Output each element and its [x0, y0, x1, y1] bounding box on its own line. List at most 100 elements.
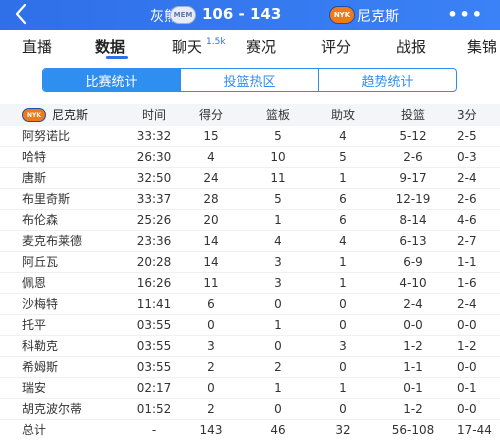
tab-game-status[interactable]: 赛况 [246, 38, 277, 56]
table-row[interactable]: 胡克波尔蒂 01:52 2 0 0 1-2 0-0 [0, 399, 500, 420]
tab-ratings[interactable]: 评分 [321, 38, 352, 56]
home-team-logo: MEM [170, 6, 196, 24]
active-tab-indicator [106, 56, 128, 59]
player-three-pointers: 0-0 [457, 360, 477, 374]
table-row[interactable]: 瑞安 02:17 0 1 1 0-1 0-1 [0, 378, 500, 399]
player-points: 4 [207, 150, 215, 164]
table-row[interactable]: 沙梅特 11:41 6 0 0 2-4 2-4 [0, 294, 500, 315]
player-time: 26:30 [136, 150, 172, 164]
table-header-row: NYK 尼克斯 时间 得分 篮板 助攻 投篮 3分 [0, 104, 500, 126]
table-row[interactable]: 唐斯 32:50 24 11 1 9-17 2-4 [0, 168, 500, 189]
table-row[interactable]: 托平 03:55 0 1 0 0-0 0-0 [0, 315, 500, 336]
player-assists: 3 [339, 339, 347, 353]
table-row[interactable]: 阿努诺比 33:32 15 5 4 5-12 2-5 [0, 126, 500, 147]
total-rebounds: 46 [270, 423, 286, 437]
player-assists: 0 [339, 360, 347, 374]
column-header-points[interactable]: 得分 [198, 108, 223, 122]
player-time: 03:55 [136, 360, 172, 374]
player-time: 02:17 [136, 381, 172, 395]
player-rebounds: 2 [274, 360, 282, 374]
player-time: 11:41 [136, 297, 172, 311]
player-points: 15 [203, 129, 219, 143]
table-row[interactable]: 布伦森 25:26 20 1 6 8-14 4-6 [0, 210, 500, 231]
player-rebounds: 3 [274, 255, 282, 269]
segment-game-stats[interactable]: 比赛统计 [43, 69, 180, 91]
player-assists: 4 [339, 234, 347, 248]
player-assists: 5 [339, 150, 347, 164]
player-field-goals: 2-6 [403, 150, 423, 164]
player-time: 20:28 [136, 255, 172, 269]
player-name: 麦克布莱德 [22, 234, 83, 248]
team-name: 尼克斯 [52, 108, 89, 122]
table-row[interactable]: 希姆斯 03:55 2 2 0 1-1 0-0 [0, 357, 500, 378]
player-three-pointers: 0-1 [457, 381, 477, 395]
player-name: 布里奇斯 [22, 192, 71, 206]
table-total-row: 总计 - 143 46 32 56-108 17-44 [0, 420, 500, 440]
table-row[interactable]: 哈特 26:30 4 10 5 2-6 0-3 [0, 147, 500, 168]
table-row[interactable]: 阿丘瓦 20:28 14 3 1 6-9 1-1 [0, 252, 500, 273]
total-points: 143 [199, 423, 223, 437]
player-points: 2 [207, 360, 215, 374]
player-rebounds: 5 [274, 192, 282, 206]
table-row[interactable]: 布里奇斯 33:37 28 5 6 12-19 2-6 [0, 189, 500, 210]
tab-highlights[interactable]: 集锦 [467, 38, 498, 56]
table-row[interactable]: 佩恩 16:26 11 3 1 4-10 1-6 [0, 273, 500, 294]
player-time: 01:52 [136, 402, 172, 416]
chat-count-badge: 1.5k [206, 37, 226, 47]
total-time: - [151, 423, 157, 437]
player-three-pointers: 2-4 [457, 171, 477, 185]
tab-stats[interactable]: 数据 [95, 38, 126, 56]
player-assists: 1 [339, 381, 347, 395]
table-row[interactable]: 麦克布莱德 23:36 14 4 4 6-13 2-7 [0, 231, 500, 252]
away-team-name: 尼克斯 [357, 9, 399, 25]
tab-report[interactable]: 战报 [396, 38, 427, 56]
more-options-button[interactable]: ••• [447, 5, 484, 24]
column-header-assists[interactable]: 助攻 [330, 108, 355, 122]
player-field-goals: 2-4 [403, 297, 423, 311]
player-rebounds: 11 [270, 171, 286, 185]
player-points: 6 [207, 297, 215, 311]
player-rebounds: 0 [274, 339, 282, 353]
player-assists: 0 [339, 402, 347, 416]
player-time: 03:55 [136, 318, 172, 332]
segment-shot-chart[interactable]: 投篮热区 [180, 69, 318, 91]
column-header-three-pointers[interactable]: 3分 [457, 108, 477, 122]
player-rebounds: 5 [274, 129, 282, 143]
player-field-goals: 8-14 [399, 213, 427, 227]
column-header-rebounds[interactable]: 篮板 [265, 108, 290, 122]
player-time: 03:55 [136, 339, 172, 353]
player-name: 沙梅特 [22, 297, 59, 311]
player-name: 胡克波尔蒂 [22, 402, 83, 416]
total-label: 总计 [22, 423, 47, 437]
back-button[interactable] [14, 3, 34, 27]
player-rebounds: 0 [274, 297, 282, 311]
chevron-left-icon [15, 3, 27, 25]
player-three-pointers: 1-1 [457, 255, 477, 269]
player-three-pointers: 4-6 [457, 213, 477, 227]
player-field-goals: 9-17 [399, 171, 427, 185]
player-rebounds: 3 [274, 276, 282, 290]
player-name: 瑞安 [22, 381, 47, 395]
column-header-field-goals[interactable]: 投篮 [400, 108, 425, 122]
player-points: 24 [203, 171, 219, 185]
player-field-goals: 6-9 [403, 255, 423, 269]
table-row[interactable]: 科勒克 03:55 3 0 3 1-2 1-2 [0, 336, 500, 357]
player-three-pointers: 0-3 [457, 150, 477, 164]
player-points: 0 [207, 318, 215, 332]
tab-live[interactable]: 直播 [22, 38, 53, 56]
player-rebounds: 1 [274, 381, 282, 395]
player-assists: 1 [339, 171, 347, 185]
player-three-pointers: 2-6 [457, 192, 477, 206]
player-points: 11 [203, 276, 219, 290]
segment-trend-stats[interactable]: 趋势统计 [318, 69, 456, 91]
player-name: 阿丘瓦 [22, 255, 59, 269]
game-score: 106 - 143 [202, 5, 282, 23]
column-header-time[interactable]: 时间 [141, 108, 166, 122]
tab-chat[interactable]: 聊天 [172, 38, 203, 56]
player-points: 14 [203, 234, 219, 248]
player-rebounds: 1 [274, 318, 282, 332]
player-time: 23:36 [136, 234, 172, 248]
player-name: 科勒克 [22, 339, 59, 353]
player-name: 托平 [22, 318, 47, 332]
team-logo: NYK [22, 108, 46, 122]
